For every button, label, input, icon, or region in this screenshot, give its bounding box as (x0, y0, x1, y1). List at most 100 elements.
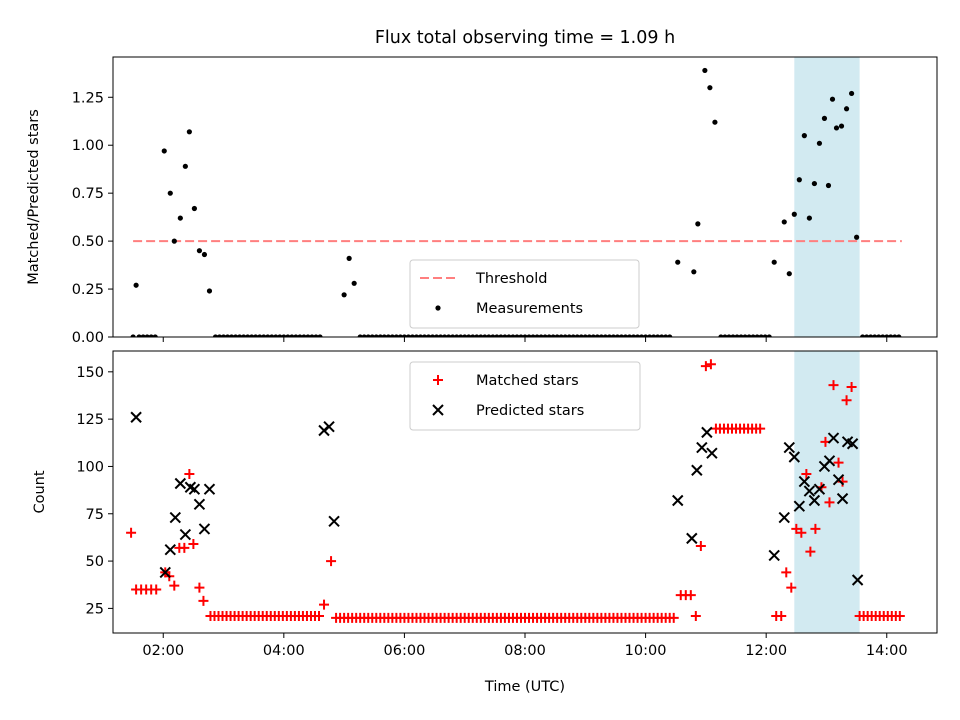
measurements-point (417, 334, 424, 337)
measurements-point (534, 334, 540, 337)
measurements-point (425, 334, 432, 337)
measurements-point (285, 334, 291, 337)
measurements-point (722, 334, 728, 337)
bottom-x-tick-label: 08:00 (504, 643, 546, 659)
predicted-stars-point (803, 485, 816, 497)
measurements-point (675, 259, 681, 265)
measurements-point (470, 334, 476, 337)
measurements-point (833, 125, 840, 131)
bottom-y-tick-label: 25 (86, 601, 104, 617)
measurements-point (667, 334, 673, 337)
matched-stars-point (690, 610, 701, 621)
measurements-point (458, 334, 464, 337)
measurements-point (610, 334, 617, 337)
matched-stars-point (179, 542, 190, 553)
measurements-point (171, 238, 177, 244)
measurements-point (590, 334, 596, 337)
measurements-point (152, 334, 158, 337)
measurements-point (478, 334, 484, 337)
measurements-point (224, 334, 231, 337)
predicted-stars-point (174, 477, 187, 490)
bottom-x-tick-label: 04:00 (263, 643, 305, 659)
measurements-point (806, 215, 812, 221)
matched-stars-point (833, 457, 844, 468)
top-y-tick-label: 0.00 (72, 330, 104, 346)
measurements-point (602, 334, 608, 337)
matched-stars-point (194, 582, 205, 593)
measurements-point (257, 334, 263, 337)
measurements-point (365, 334, 371, 337)
bottom-x-tick-label: 14:00 (866, 643, 908, 659)
bottom-y-axis-label: Count (32, 470, 48, 513)
measurements-point (442, 334, 448, 337)
measurements-point (786, 271, 792, 277)
measurements-point (369, 334, 375, 337)
measurements-point (293, 334, 299, 337)
measurements-point (578, 334, 584, 337)
measurements-point (446, 334, 452, 337)
predicted-stars-point (198, 523, 211, 535)
measurements-point (265, 334, 271, 337)
measurements-point (642, 334, 649, 337)
matched-stars-point (894, 610, 905, 621)
measurements-point (301, 334, 307, 337)
measurements-point (297, 334, 303, 337)
predicted-stars-point (706, 447, 718, 459)
measurements-point (144, 334, 150, 337)
measurements-point (309, 334, 315, 337)
measurements-point (385, 334, 391, 337)
measurements-point (196, 248, 203, 254)
measurements-point (742, 334, 748, 337)
measurements-point (888, 334, 894, 337)
matched-stars-point (805, 546, 816, 557)
measurements-point (389, 334, 395, 337)
predicted-stars-point (203, 483, 216, 495)
measurements-point (182, 163, 188, 169)
measurements-point (750, 334, 756, 337)
predicted-stars-point (783, 441, 795, 454)
legend-label: Threshold (475, 271, 547, 287)
measurements-point (277, 334, 283, 337)
measurements-point (253, 334, 259, 337)
measurements-point (718, 334, 724, 337)
measurements-point (695, 221, 701, 227)
measurements-point (598, 334, 604, 337)
matched-stars-point (695, 540, 706, 551)
predicted-stars-point (188, 483, 201, 495)
measurements-point (313, 334, 319, 337)
predicted-stars-point (130, 411, 142, 423)
measurements-point (273, 334, 279, 337)
matched-stars-point (705, 359, 716, 370)
matched-stars-point (198, 595, 209, 606)
measurements-point (161, 148, 167, 154)
measurements-point (433, 334, 440, 337)
measurements-point (191, 205, 197, 212)
measurements-point (651, 334, 657, 337)
measurements-point (586, 334, 592, 337)
measurements-point (148, 334, 154, 337)
predicted-stars-point (827, 432, 840, 444)
measurements-point (530, 334, 536, 337)
predicted-stars-point (169, 511, 182, 524)
measurements-point (133, 282, 139, 288)
matched-stars-point (314, 610, 324, 621)
measurements-point (872, 334, 878, 337)
measurements-point (341, 292, 347, 298)
measurements-point (876, 334, 882, 337)
measurements-point (462, 334, 468, 337)
measurements-point (726, 334, 732, 337)
top-y-tick-label: 0.50 (72, 234, 104, 250)
measurements-point (566, 334, 572, 337)
measurements-point (206, 288, 213, 294)
bottom-legend-box (409, 361, 641, 431)
measurements-point (136, 334, 142, 337)
measurements-point (421, 334, 428, 337)
top-y-tick-label: 0.75 (72, 186, 104, 202)
measurements-point (357, 334, 363, 337)
measurements-point (413, 334, 420, 337)
matched-stars-point (801, 469, 812, 480)
measurements-point (130, 334, 136, 337)
measurements-point (884, 334, 890, 337)
measurements-point (821, 115, 828, 121)
